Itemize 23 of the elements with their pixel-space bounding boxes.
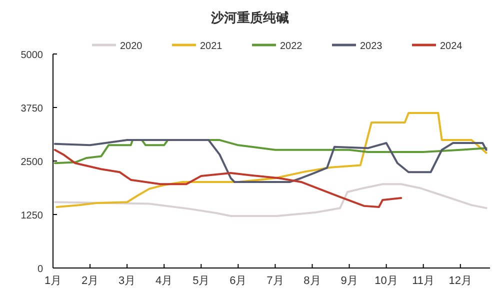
- legend-label: 2023: [360, 41, 383, 52]
- x-tick-label: 10月: [374, 275, 398, 287]
- y-tick-label: 2500: [20, 157, 44, 168]
- x-tick-label: 6月: [230, 275, 247, 287]
- x-tick-label: 8月: [304, 275, 321, 287]
- x-tick-label: 4月: [156, 275, 173, 287]
- legend-label: 2022: [280, 41, 303, 52]
- x-tick-label: 11月: [412, 275, 435, 287]
- x-tick-label: 1月: [44, 275, 62, 287]
- x-tick-label: 5月: [192, 275, 210, 287]
- y-tick-label: 3750: [20, 104, 44, 114]
- legend-label: 2024: [440, 41, 463, 52]
- x-tick-label: 12月: [448, 275, 472, 287]
- x-tick-label: 2月: [81, 275, 99, 287]
- y-tick-label: 1250: [20, 210, 44, 222]
- chart-title: 沙河重质纯碱: [210, 10, 289, 25]
- y-tick-label: 5000: [20, 50, 44, 61]
- x-tick-label: 9月: [340, 275, 358, 287]
- legend-label: 2020: [120, 41, 143, 52]
- x-tick-label: 3月: [118, 275, 136, 287]
- x-tick-label: 7月: [266, 275, 284, 287]
- y-tick-label: 0: [37, 264, 44, 275]
- legend-label: 2021: [200, 41, 223, 52]
